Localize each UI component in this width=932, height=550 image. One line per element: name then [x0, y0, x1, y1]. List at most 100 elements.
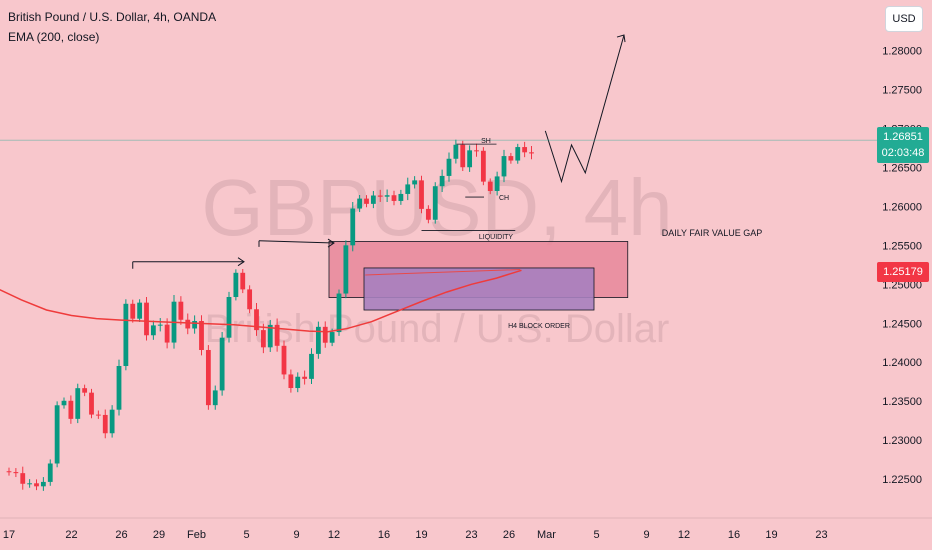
- candle-body: [61, 400, 67, 406]
- candle-body: [377, 195, 383, 197]
- candle: [322, 321, 328, 348]
- candle-body: [150, 325, 156, 336]
- candle: [109, 405, 115, 438]
- x-tick-label: 19: [765, 529, 777, 541]
- candle-body: [288, 374, 294, 389]
- candle-body: [178, 301, 184, 320]
- candle: [474, 143, 479, 157]
- candle: [54, 401, 60, 468]
- x-tick-label: Feb: [187, 529, 206, 541]
- candle-body: [82, 388, 88, 393]
- candle: [130, 299, 136, 323]
- candle: [377, 189, 383, 202]
- ema-continuation-line: [365, 269, 521, 276]
- candle-body: [212, 390, 218, 406]
- candle: [364, 195, 369, 208]
- candle: [508, 152, 514, 164]
- candle: [350, 201, 356, 252]
- candle-body: [75, 388, 81, 419]
- candle-body: [419, 180, 424, 209]
- candle: [412, 176, 418, 189]
- candle: [178, 296, 184, 325]
- chart-title: British Pound / U.S. Dollar, 4h, OANDA: [8, 10, 217, 24]
- liquidity-label: LIQUIDITY: [479, 234, 514, 241]
- candle: [467, 145, 473, 172]
- candle-body: [219, 337, 225, 391]
- y-tick-label: 1.26000: [882, 201, 922, 213]
- candle-body: [309, 353, 314, 379]
- candle-body: [467, 150, 473, 168]
- candle: [13, 468, 19, 478]
- candle: [226, 291, 232, 343]
- candle-body: [157, 324, 163, 326]
- x-tick-label: 5: [243, 529, 249, 541]
- candle: [343, 240, 349, 299]
- x-tick-label: 26: [115, 529, 127, 541]
- candle-body: [480, 150, 486, 182]
- candle-body: [315, 326, 321, 354]
- candle-body: [123, 303, 129, 367]
- candle-body: [364, 198, 369, 204]
- x-tick-label: 16: [378, 529, 390, 541]
- order-block-label: H4 BLOCK ORDER: [508, 323, 570, 330]
- candle: [219, 332, 225, 396]
- x-tick-label: 23: [815, 529, 827, 541]
- x-tick-label: 29: [153, 529, 165, 541]
- watermark-name: British Pound / U.S. Dollar: [205, 307, 670, 351]
- candle-body: [322, 326, 328, 343]
- y-tick-label: 1.24500: [882, 318, 922, 330]
- candle: [370, 190, 376, 209]
- candle-body: [89, 392, 94, 415]
- candle: [199, 315, 204, 356]
- candle: [6, 467, 12, 476]
- candle-body: [47, 463, 53, 482]
- candle: [192, 315, 198, 334]
- candle-body: [27, 483, 33, 485]
- candle: [150, 320, 156, 340]
- candle: [157, 318, 163, 332]
- candle: [82, 384, 88, 397]
- candle-body: [302, 376, 308, 379]
- x-tick-label: 5: [593, 529, 599, 541]
- order-block-zone[interactable]: [363, 267, 595, 311]
- y-tick-label: 1.27500: [882, 85, 922, 97]
- candle: [27, 479, 33, 488]
- arrow-one: [132, 257, 245, 267]
- indicator-legend[interactable]: EMA (200, close): [8, 30, 100, 44]
- candle: [288, 369, 294, 393]
- candle-body: [329, 332, 335, 343]
- candle: [398, 189, 404, 205]
- candle-body: [391, 195, 397, 201]
- y-tick-label: 1.24000: [882, 357, 922, 369]
- candle-body: [6, 471, 12, 473]
- x-tick-label: Mar: [537, 529, 556, 541]
- candle: [515, 143, 521, 164]
- candle: [425, 205, 431, 224]
- x-tick-label: 22: [65, 529, 77, 541]
- x-tick-label: 9: [293, 529, 299, 541]
- x-tick-label: 12: [678, 529, 690, 541]
- candle: [274, 318, 280, 352]
- candle-body: [144, 302, 149, 336]
- candle: [295, 372, 301, 393]
- candle-body: [412, 180, 418, 185]
- candle: [453, 139, 459, 164]
- candle-body: [281, 345, 287, 375]
- candle-body: [137, 302, 143, 319]
- candle: [384, 189, 390, 202]
- candle-body: [446, 158, 452, 176]
- currency-button[interactable]: USD: [885, 6, 923, 32]
- candle-body: [508, 156, 514, 161]
- candle-body: [164, 324, 170, 343]
- candle: [61, 397, 67, 409]
- candle: [102, 409, 108, 439]
- candle: [47, 459, 53, 486]
- candle: [137, 299, 143, 323]
- candle-body: [487, 181, 493, 191]
- candle: [123, 299, 129, 371]
- candle: [75, 383, 81, 424]
- candle-body: [254, 309, 259, 331]
- candle: [501, 149, 507, 183]
